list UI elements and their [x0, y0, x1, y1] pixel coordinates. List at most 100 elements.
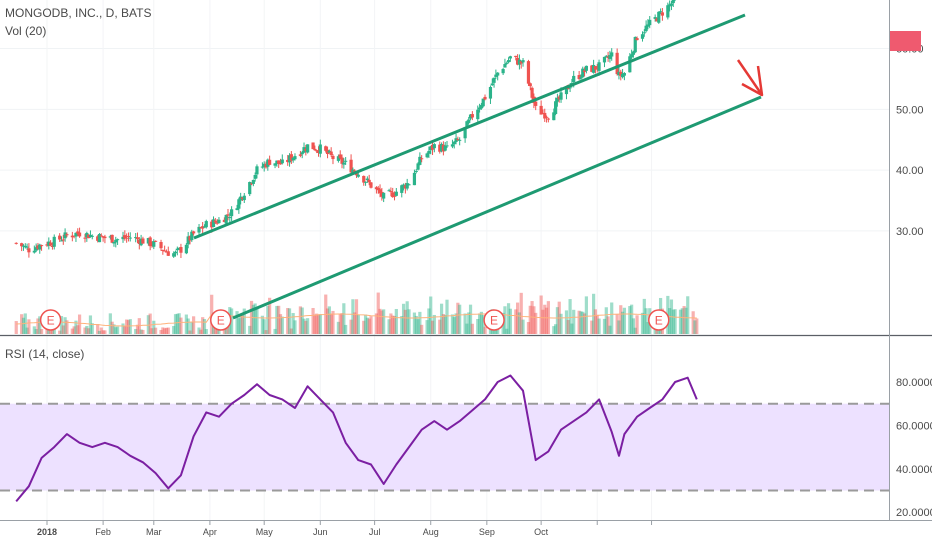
candle-body — [595, 68, 599, 70]
volume-bar — [465, 323, 469, 334]
candle-body — [304, 148, 308, 151]
volume-bar — [72, 326, 76, 334]
volume-bar — [541, 309, 545, 334]
candle-body — [21, 245, 26, 247]
volume-bar — [141, 329, 145, 334]
price-axis-label: 30.00 — [896, 226, 924, 238]
volume-bar — [376, 292, 380, 334]
candle-body — [653, 17, 657, 19]
candle-body — [342, 162, 346, 165]
candle-body — [416, 163, 420, 170]
volume-bar — [164, 327, 169, 334]
volume-bar — [264, 330, 268, 334]
candle-body — [392, 195, 397, 197]
volume-bar — [39, 329, 44, 334]
candle-body — [302, 147, 306, 153]
volume-bar — [88, 315, 93, 334]
volume-bar — [85, 325, 89, 334]
candle-body — [521, 60, 525, 63]
volume-bar — [668, 308, 672, 334]
candle-body — [400, 185, 404, 193]
time-axis-label: Apr — [203, 527, 217, 537]
volume-bar — [387, 319, 391, 334]
volume-bar — [356, 314, 360, 334]
volume-bar — [197, 327, 201, 334]
volume-bar — [363, 314, 368, 334]
candle-body — [387, 190, 391, 192]
candle-body — [430, 144, 435, 150]
volume-bar — [173, 314, 178, 334]
candle-body — [230, 209, 234, 217]
channel-upper-line[interactable] — [193, 13, 746, 240]
candle-body — [204, 221, 208, 228]
volume-bar — [313, 314, 317, 334]
candle-body — [564, 85, 569, 95]
candle-body — [226, 214, 230, 216]
volume-bar — [452, 317, 456, 334]
candle-body — [255, 166, 259, 175]
candle-body — [139, 238, 143, 246]
volume-bar — [331, 310, 335, 334]
forecast-arrow-shaft[interactable] — [736, 59, 764, 96]
volume-bar — [602, 318, 607, 334]
volume-bar — [108, 313, 112, 334]
candle-body — [213, 220, 217, 223]
earnings-marker[interactable] — [210, 309, 232, 331]
volume-bar — [61, 325, 65, 334]
candle-body — [454, 138, 458, 143]
volume-bar — [584, 296, 588, 334]
candle-body — [211, 219, 216, 227]
volume-bar — [528, 305, 532, 334]
volume-bar — [96, 324, 100, 334]
volume-bar — [581, 311, 585, 334]
candle-body — [617, 71, 621, 76]
candle-body — [184, 244, 188, 254]
time-axis-label: Aug — [423, 527, 439, 537]
channel-lower-line[interactable] — [232, 95, 762, 320]
candle-body — [306, 144, 310, 153]
candle-body — [146, 238, 150, 244]
volume-bar — [58, 330, 62, 334]
candle-body — [114, 239, 118, 243]
candle-body — [432, 144, 436, 149]
candle-body — [177, 247, 181, 249]
volume-bar — [362, 320, 366, 334]
volume-bar — [610, 302, 614, 334]
volume-bar — [693, 320, 697, 334]
volume-bar — [682, 306, 686, 334]
candle-body — [671, 0, 675, 4]
volume-bar — [101, 330, 105, 334]
volume-bar — [188, 330, 192, 334]
earnings-marker[interactable] — [648, 309, 670, 331]
volume-bar — [595, 314, 599, 334]
volume-bar — [633, 327, 637, 334]
volume-bar — [338, 313, 342, 334]
earnings-marker[interactable] — [483, 309, 505, 331]
candle-body — [199, 227, 203, 229]
volume-bar — [192, 316, 196, 334]
volume-bar — [125, 319, 129, 334]
volume-bar — [204, 329, 208, 334]
candle-body — [658, 11, 663, 13]
volume-bar — [150, 328, 154, 334]
candle-body — [479, 104, 483, 109]
volume-bar — [354, 299, 359, 334]
volume-bar — [481, 315, 485, 334]
candle-body — [166, 251, 170, 256]
volume-bar — [99, 327, 103, 334]
volume-bar — [202, 319, 207, 334]
time-axis-label: May — [256, 527, 274, 537]
earnings-marker[interactable] — [39, 309, 62, 331]
candle-body — [287, 155, 292, 163]
candle-body — [97, 234, 102, 243]
last-price-tag[interactable] — [890, 31, 921, 51]
rsi-line — [15, 374, 698, 503]
volume-bar — [293, 320, 297, 334]
volume-bar — [242, 308, 246, 334]
earnings-label: E — [490, 314, 498, 328]
volume-bar — [237, 318, 241, 334]
volume-bar — [340, 313, 344, 334]
candle-body — [577, 75, 581, 80]
rsi-legend: RSI (14, close) — [5, 347, 85, 361]
candle-body — [445, 145, 449, 147]
